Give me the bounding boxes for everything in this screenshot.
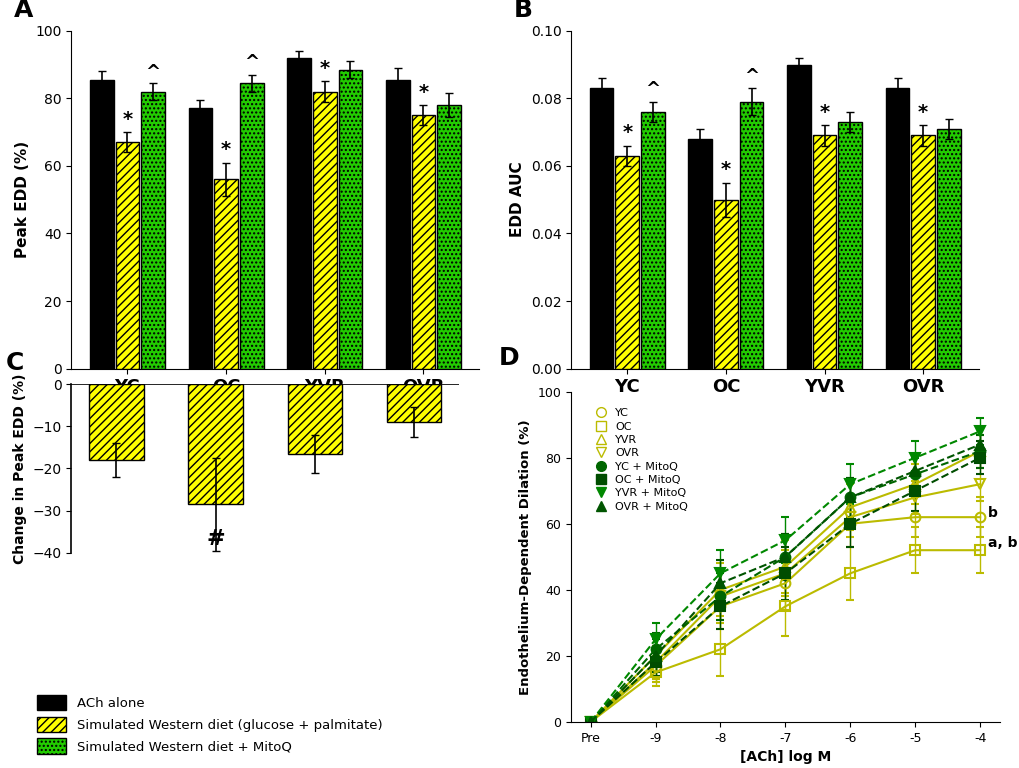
Text: *: * xyxy=(221,140,231,159)
Bar xyxy=(787,65,810,369)
Bar xyxy=(614,156,639,369)
Text: *: * xyxy=(622,123,632,142)
Text: b: b xyxy=(987,506,997,520)
Text: ^: ^ xyxy=(743,67,758,84)
Bar xyxy=(411,115,435,369)
Bar xyxy=(386,384,441,422)
Bar xyxy=(89,384,144,460)
Text: #: # xyxy=(206,528,224,548)
Bar xyxy=(287,58,311,369)
Text: ^: ^ xyxy=(146,64,160,81)
Text: A: A xyxy=(14,0,34,22)
Bar xyxy=(189,108,212,369)
Text: *: * xyxy=(720,161,731,180)
Bar xyxy=(90,80,113,369)
Bar xyxy=(739,101,762,369)
Bar xyxy=(287,384,341,454)
Bar xyxy=(838,122,861,369)
Legend: ACh alone, Simulated Western diet (glucose + palmitate), Simulated Western diet : ACh alone, Simulated Western diet (gluco… xyxy=(37,695,382,753)
Bar xyxy=(884,88,909,369)
Bar xyxy=(910,135,934,369)
Text: a, b: a, b xyxy=(987,536,1016,550)
Text: C: C xyxy=(5,352,23,376)
Bar xyxy=(239,83,263,369)
Text: D: D xyxy=(498,346,519,370)
Bar xyxy=(338,70,362,369)
Text: *: * xyxy=(418,83,428,101)
Bar xyxy=(640,112,664,369)
Text: B: B xyxy=(514,0,533,22)
Bar xyxy=(214,180,237,369)
Y-axis label: Peak EDD (%): Peak EDD (%) xyxy=(14,141,30,258)
Legend: YC, OC, YVR, OVR, YC + MitoQ, OC + MitoQ, YVR + MitoQ, OVR + MitoQ: YC, OC, YVR, OVR, YC + MitoQ, OC + MitoQ… xyxy=(585,404,692,516)
Y-axis label: EDD AUC: EDD AUC xyxy=(510,162,525,237)
Y-axis label: Change in Peak EDD (%): Change in Peak EDD (%) xyxy=(13,373,26,564)
Bar xyxy=(589,88,612,369)
X-axis label: [ACh] log M: [ACh] log M xyxy=(739,750,830,764)
Bar xyxy=(313,91,336,369)
Bar xyxy=(115,142,140,369)
Y-axis label: Endothelium-Dependent Dilation (%): Endothelium-Dependent Dilation (%) xyxy=(519,419,532,694)
Bar xyxy=(189,384,243,505)
Text: *: * xyxy=(122,110,132,129)
Text: *: * xyxy=(917,103,927,122)
Bar xyxy=(437,105,461,369)
Bar xyxy=(385,80,410,369)
Bar xyxy=(812,135,836,369)
Bar xyxy=(688,139,711,369)
Text: ^: ^ xyxy=(244,53,259,71)
Bar xyxy=(936,129,960,369)
Text: *: * xyxy=(818,103,828,122)
Bar xyxy=(141,91,165,369)
Text: ^: ^ xyxy=(645,81,659,98)
Bar xyxy=(713,200,737,369)
Text: *: * xyxy=(319,59,329,78)
